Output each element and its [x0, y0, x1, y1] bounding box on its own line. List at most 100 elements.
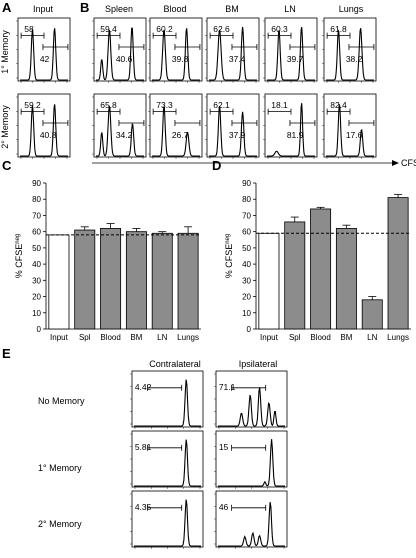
x-tick-label: Input: [50, 333, 69, 342]
bar-ln: [151, 232, 173, 330]
bar-lungs: [387, 197, 409, 330]
histogram-curve: [209, 26, 257, 81]
x-tick-label: BM: [130, 333, 142, 342]
histogram-curve: [326, 28, 374, 81]
cfse-axis-label: CFSE: [401, 158, 416, 168]
x-tick-label: LN: [157, 333, 167, 342]
y-tick-label: 60: [32, 228, 41, 237]
bar-blood: [100, 228, 122, 330]
histogram: 73.3 26.7: [148, 93, 203, 159]
x-tick-label: BM: [340, 333, 352, 342]
y-tick-label: 0: [37, 325, 42, 334]
gate-value: 59.4: [100, 24, 117, 34]
histogram-curve: [152, 28, 200, 81]
y-axis-title: % CFSEneg: [14, 234, 24, 279]
histogram-curve: [267, 103, 315, 157]
histogram-frame: [131, 490, 204, 548]
gate-value: 5.81: [135, 442, 152, 452]
histogram: 61.8 38.2: [322, 17, 377, 83]
gate-value: 37.9: [229, 130, 246, 140]
gate-value: 60.2: [156, 24, 173, 34]
y-axis-title-main: % CFSE: [14, 244, 24, 279]
histogram: 5.81: [130, 430, 204, 489]
panel-letter-c: C: [2, 158, 12, 173]
histogram-grid-ab: 58 42 59.4 40.6 60.2 39.8 62.6 37.4 60.3 39.7 61.8…: [16, 17, 377, 159]
bar-spl: [284, 221, 306, 330]
histogram: 60.3 39.7: [263, 17, 318, 83]
histogram-curve: [218, 439, 285, 487]
panel-b-column-label: Blood: [163, 4, 186, 14]
y-tick-label: 40: [32, 260, 41, 269]
panel-b-column-label: Spleen: [105, 4, 133, 14]
y-tick-label: 90: [32, 179, 41, 188]
gate-value: 17.6: [346, 130, 363, 140]
x-tick-label: LN: [367, 333, 377, 342]
histogram: 82.4 17.6: [322, 93, 377, 159]
histogram-curve: [218, 502, 285, 547]
gate-value: 59.2: [24, 100, 41, 110]
y-axis-title: % CFSEneg: [224, 234, 234, 279]
gate-value: 18.1: [271, 100, 288, 110]
gate-value: 81.9: [287, 130, 304, 140]
panel-e-row-label: 1° Memory: [38, 463, 82, 473]
histogram-curve: [134, 379, 201, 427]
bar-input: [258, 232, 280, 330]
gate-value: 82.4: [330, 100, 347, 110]
y-axis-title-sup: neg: [225, 234, 231, 244]
panel-e-row-label: 2° Memory: [38, 519, 82, 529]
gate-value: 46: [219, 502, 229, 512]
x-tick-label: Lungs: [387, 333, 409, 342]
bar-chart-c: 0 10 20 30 40 50 60 70 80 90 % CFSEneg Input Spl Bloo…: [14, 179, 201, 342]
histogram-grid-e: 4.42 71.1 5.81 15 4.35 46: [130, 370, 288, 549]
histogram-curve: [96, 105, 144, 157]
x-tick-label: Blood: [100, 333, 120, 342]
gate-value: 65.8: [100, 100, 117, 110]
bar-chart-d: 0 10 20 30 40 50 60 70 80 90 % CFSEneg Input Spl Bloo…: [224, 179, 411, 342]
gate-value: 4.35: [135, 502, 152, 512]
histogram: 58 42: [16, 17, 71, 83]
y-tick-label: 60: [242, 228, 251, 237]
gate-value: 34.2: [116, 130, 133, 140]
y-tick-label: 40: [242, 260, 251, 269]
histogram: 15: [214, 430, 288, 489]
bar-input: [48, 234, 70, 330]
gate-value: 58: [24, 24, 34, 34]
y-tick-label: 80: [32, 195, 41, 204]
histogram-frame: [131, 430, 204, 488]
panel-b-column-label: BM: [225, 4, 239, 14]
histogram-curve: [209, 105, 257, 157]
panel-letter-b: B: [80, 0, 89, 15]
histogram: 46: [214, 490, 288, 549]
panel-letter-d: D: [212, 158, 221, 173]
histogram: 60.2 39.8: [148, 17, 203, 83]
panel-letter-a: A: [2, 0, 12, 15]
y-axis-title-sup: neg: [15, 234, 21, 244]
histogram-frame: [17, 93, 71, 158]
gate-value: 39.8: [172, 54, 189, 64]
y-tick-label: 50: [242, 244, 251, 253]
gate-value: 71.1: [219, 382, 236, 392]
gate-value: 15: [219, 442, 229, 452]
histogram-frame: [131, 370, 204, 428]
x-tick-label: Blood: [310, 333, 330, 342]
panel-b-column-label: LN: [284, 4, 296, 14]
histogram: 59.2 40.8: [16, 93, 71, 159]
histogram: 4.42: [130, 370, 204, 429]
histogram: 4.35: [130, 490, 204, 549]
histogram: 71.1: [214, 370, 288, 429]
histogram-frame: [17, 17, 71, 82]
histogram-curve: [20, 28, 68, 81]
y-tick-label: 0: [247, 325, 252, 334]
histogram-curve: [96, 27, 144, 81]
histogram-curve: [134, 439, 201, 487]
y-tick-label: 70: [242, 211, 251, 220]
gate-value: 62.1: [213, 100, 230, 110]
y-tick-label: 20: [242, 293, 251, 302]
panel-e-column-label: Contralateral: [149, 359, 201, 369]
gate-value: 62.6: [213, 24, 230, 34]
histogram-frame: [215, 430, 288, 488]
panel-e-column-label: Ipsilateral: [239, 359, 278, 369]
histogram-frame: [264, 17, 318, 82]
histogram-curve: [267, 26, 315, 81]
